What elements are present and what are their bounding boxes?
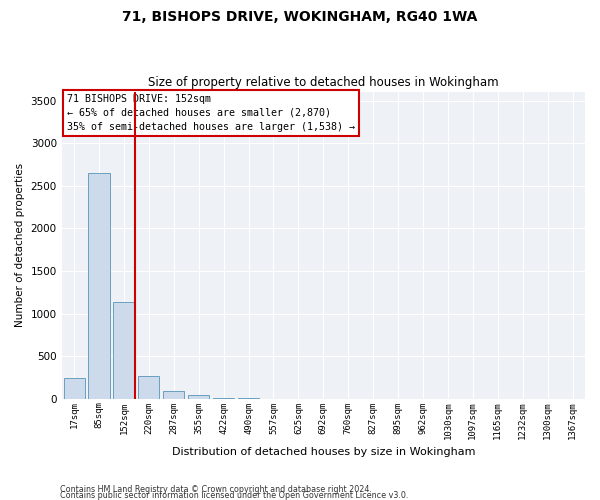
Bar bbox=[64, 378, 85, 399]
Text: Contains HM Land Registry data © Crown copyright and database right 2024.: Contains HM Land Registry data © Crown c… bbox=[60, 484, 372, 494]
X-axis label: Distribution of detached houses by size in Wokingham: Distribution of detached houses by size … bbox=[172, 448, 475, 458]
Bar bbox=[88, 173, 110, 399]
Title: Size of property relative to detached houses in Wokingham: Size of property relative to detached ho… bbox=[148, 76, 499, 90]
Text: Contains public sector information licensed under the Open Government Licence v3: Contains public sector information licen… bbox=[60, 490, 409, 500]
Bar bbox=[138, 376, 160, 399]
Bar bbox=[188, 394, 209, 399]
Bar bbox=[163, 391, 184, 399]
Y-axis label: Number of detached properties: Number of detached properties bbox=[15, 164, 25, 328]
Bar bbox=[113, 302, 134, 399]
Text: 71, BISHOPS DRIVE, WOKINGHAM, RG40 1WA: 71, BISHOPS DRIVE, WOKINGHAM, RG40 1WA bbox=[122, 10, 478, 24]
Text: 71 BISHOPS DRIVE: 152sqm
← 65% of detached houses are smaller (2,870)
35% of sem: 71 BISHOPS DRIVE: 152sqm ← 65% of detach… bbox=[67, 94, 355, 132]
Bar bbox=[213, 398, 234, 399]
